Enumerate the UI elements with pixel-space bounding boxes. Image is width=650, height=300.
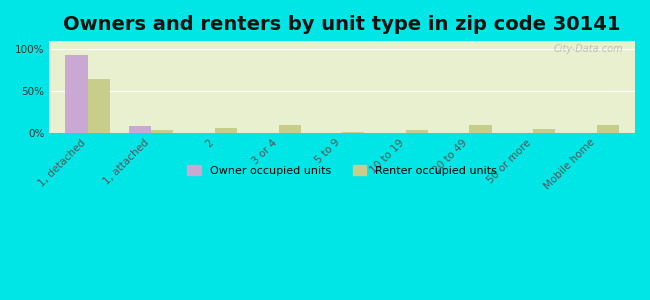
Bar (406, 130, 428, 133)
Bar (533, 129, 556, 133)
Bar (129, 126, 151, 133)
Bar (469, 125, 492, 133)
Bar (342, 132, 365, 133)
Bar (597, 125, 619, 133)
Bar (278, 125, 301, 133)
Title: Owners and renters by unit type in zip code 30141: Owners and renters by unit type in zip c… (64, 15, 621, 34)
Legend: Owner occupied units, Renter occupied units: Owner occupied units, Renter occupied un… (183, 160, 502, 180)
Bar (88, 79, 110, 133)
Bar (151, 130, 174, 133)
Bar (215, 128, 237, 133)
Bar (65, 55, 88, 133)
Text: City-Data.com: City-Data.com (554, 44, 623, 54)
